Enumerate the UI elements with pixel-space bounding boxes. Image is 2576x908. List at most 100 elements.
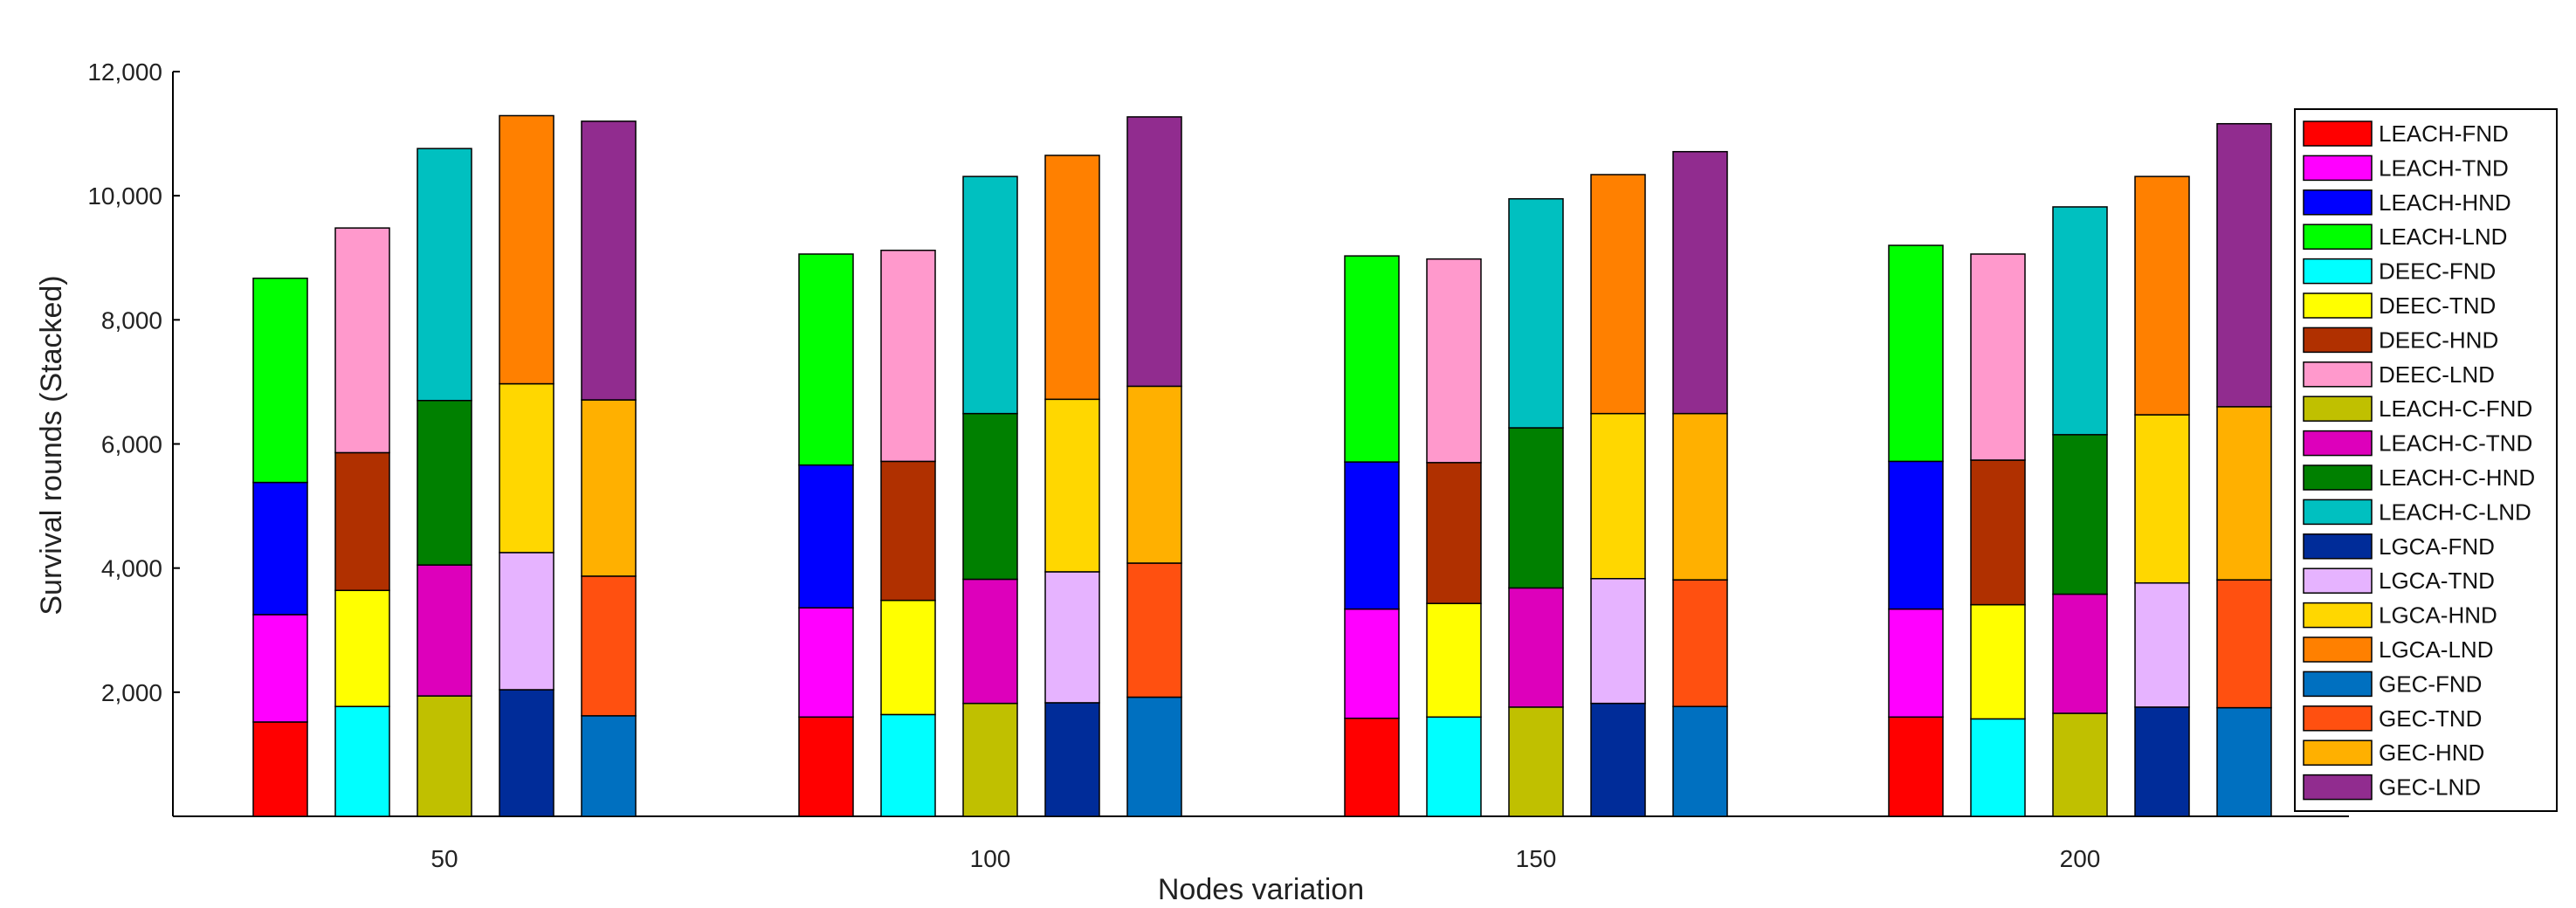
legend-swatch-leach-c-hnd [2303,464,2373,491]
x-axis-title: Nodes variation [1158,873,1364,906]
bar-segment-gec-tnd-50 [581,575,637,717]
bar-segment-lgca-fnd-150 [1590,702,1646,817]
legend-swatch-deec-tnd [2303,292,2373,319]
bar-segment-lgca-hnd-150 [1590,412,1646,580]
bar-segment-deec-hnd-200 [1970,459,2026,606]
legend-swatch-gec-tnd [2303,705,2373,732]
legend-label-leach-c-lnd: LEACH-C-LND [2379,499,2531,525]
bar-segment-deec-fnd-50 [334,705,390,817]
bar-segment-lgca-lnd-200 [2134,175,2190,416]
legend-swatch-deec-lnd [2303,361,2373,388]
bar-segment-leach-c-hnd-50 [417,399,472,566]
bar-segment-deec-hnd-100 [880,460,936,602]
legend-swatch-deec-fnd [2303,258,2373,285]
legend-swatch-gec-fnd [2303,671,2373,698]
bar-segment-gec-fnd-200 [2216,706,2272,817]
bar-segment-gec-lnd-200 [2216,122,2272,408]
bar-segment-deec-tnd-200 [1970,603,2026,720]
bar-segment-leach-lnd-200 [1888,244,1944,463]
legend-label-gec-tnd: GEC-TND [2379,705,2482,732]
legend-label-leach-fnd: LEACH-FND [2379,120,2509,147]
legend-swatch-leach-lnd [2303,224,2373,250]
legend: LEACH-FND LEACH-TND LEACH-HND LEACH-LND DEEC… [2294,108,2558,812]
bar-segment-gec-hnd-100 [1126,385,1182,564]
bar-segment-deec-hnd-50 [334,451,390,592]
legend-swatch-leach-fnd [2303,120,2373,147]
bar-segment-leach-c-hnd-100 [962,412,1018,581]
bar-segment-gec-lnd-100 [1126,116,1182,388]
legend-swatch-lgca-tnd [2303,568,2373,594]
bar-segment-leach-c-hnd-150 [1508,427,1564,589]
bar-segment-leach-c-tnd-150 [1508,587,1564,708]
bar-segment-leach-c-tnd-50 [417,564,472,697]
y-tick-label: 12,000 [87,58,162,86]
bar-segment-leach-tnd-50 [252,614,308,723]
bar-segment-leach-hnd-150 [1344,461,1400,610]
bar-segment-lgca-tnd-150 [1590,578,1646,705]
bars [252,114,2272,817]
y-tick-label: 8,000 [101,306,162,334]
legend-label-leach-lnd: LEACH-LND [2379,224,2507,250]
bar-segment-lgca-hnd-50 [499,382,554,554]
legend-label-gec-lnd: GEC-LND [2379,774,2481,801]
y-tick-label: 2,000 [101,679,162,706]
bar-segment-leach-fnd-200 [1888,716,1944,817]
bar-segment-gec-lnd-150 [1672,150,1728,415]
bar-segment-leach-tnd-150 [1344,608,1400,719]
bar-segment-leach-fnd-50 [252,721,308,817]
legend-swatch-deec-hnd [2303,327,2373,354]
bar-segment-lgca-fnd-50 [499,689,554,817]
legend-label-leach-c-hnd: LEACH-C-HND [2379,464,2535,491]
bar-segment-lgca-hnd-100 [1044,398,1100,573]
legend-swatch-leach-hnd [2303,189,2373,216]
x-tick-label: 100 [970,845,1011,872]
bar-segment-leach-tnd-100 [798,607,854,719]
y-tick-labels: 2,000 4,000 6,000 8,000 10,000 12,000 [87,58,162,706]
legend-label-lgca-fnd: LGCA-FND [2379,533,2495,560]
legend-swatch-lgca-lnd [2303,636,2373,663]
legend-label-leach-tnd: LEACH-TND [2379,155,2509,181]
legend-label-deec-hnd: DEEC-HND [2379,327,2498,353]
bar-segment-deec-fnd-100 [880,713,936,817]
y-axis-title: Survival rounds (Stacked) [35,275,68,615]
bar-segment-gec-tnd-150 [1672,579,1728,707]
bar-segment-lgca-lnd-150 [1590,174,1646,415]
legend-swatch-gec-lnd [2303,774,2373,801]
legend-swatch-leach-c-fnd [2303,396,2373,422]
bar-segment-deec-fnd-150 [1426,716,1482,817]
bar-segment-deec-lnd-50 [334,227,390,454]
bar-segment-gec-tnd-100 [1126,562,1182,698]
bar-segment-deec-tnd-150 [1426,602,1482,719]
bar-segment-lgca-lnd-50 [499,114,554,385]
bar-segment-lgca-tnd-100 [1044,571,1100,704]
bar-segment-leach-tnd-200 [1888,608,1944,719]
legend-swatch-leach-tnd [2303,155,2373,182]
bar-segment-deec-fnd-200 [1970,718,2026,817]
bar-segment-lgca-hnd-200 [2134,414,2190,584]
legend-label-leach-c-tnd: LEACH-C-TND [2379,430,2532,457]
bar-segment-leach-fnd-100 [798,716,854,817]
bar-segment-deec-tnd-50 [334,589,390,707]
legend-swatch-gec-hnd [2303,739,2373,766]
bar-segment-leach-c-tnd-200 [2052,593,2108,714]
bar-segment-leach-c-lnd-150 [1508,197,1564,429]
bar-segment-deec-lnd-200 [1970,253,2026,461]
legend-label-gec-fnd: GEC-FND [2379,671,2482,697]
legend-label-deec-fnd: DEEC-FND [2379,258,2496,285]
x-tick-label: 150 [1516,845,1557,872]
bar-segment-gec-lnd-50 [581,120,637,401]
bar-segment-gec-tnd-200 [2216,579,2272,709]
bar-segment-lgca-fnd-200 [2134,706,2190,817]
bar-segment-leach-c-tnd-100 [962,578,1018,705]
bar-segment-leach-hnd-50 [252,481,308,616]
bar-segment-leach-hnd-200 [1888,460,1944,610]
bar-segment-leach-hnd-100 [798,464,854,609]
bar-segment-lgca-lnd-100 [1044,155,1100,401]
legend-swatch-lgca-hnd [2303,602,2373,629]
legend-label-deec-lnd: DEEC-LND [2379,361,2495,388]
bar-segment-leach-c-lnd-100 [962,175,1018,415]
bar-segment-gec-fnd-50 [581,715,637,817]
bar-segment-deec-lnd-150 [1426,258,1482,464]
legend-label-gec-hnd: GEC-HND [2379,739,2484,766]
